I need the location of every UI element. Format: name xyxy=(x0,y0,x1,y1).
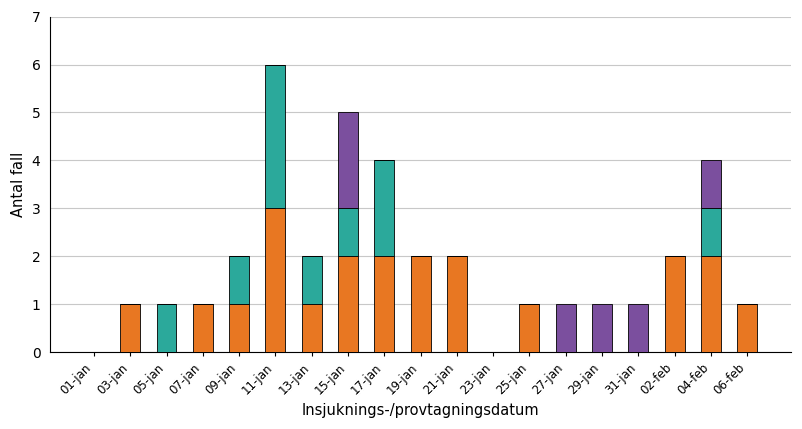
Bar xyxy=(447,256,467,352)
Bar xyxy=(737,304,757,352)
Bar xyxy=(375,160,395,256)
Bar xyxy=(520,304,540,352)
Bar xyxy=(629,304,648,352)
Bar xyxy=(556,304,576,352)
Bar xyxy=(338,256,358,352)
Bar xyxy=(120,304,140,352)
Bar xyxy=(411,256,431,352)
Bar xyxy=(229,256,249,304)
Bar xyxy=(156,304,176,352)
Bar xyxy=(701,256,721,352)
Bar xyxy=(192,304,213,352)
X-axis label: Insjuknings-/provtagningsdatum: Insjuknings-/provtagningsdatum xyxy=(302,403,540,418)
Bar xyxy=(265,208,286,352)
Bar xyxy=(375,256,395,352)
Bar xyxy=(265,64,286,208)
Bar xyxy=(592,304,612,352)
Bar xyxy=(302,256,322,304)
Bar xyxy=(302,304,322,352)
Y-axis label: Antal fall: Antal fall xyxy=(11,152,26,217)
Bar xyxy=(338,208,358,256)
Bar xyxy=(229,304,249,352)
Bar xyxy=(701,160,721,208)
Bar xyxy=(665,256,685,352)
Bar xyxy=(701,208,721,256)
Bar xyxy=(338,112,358,208)
